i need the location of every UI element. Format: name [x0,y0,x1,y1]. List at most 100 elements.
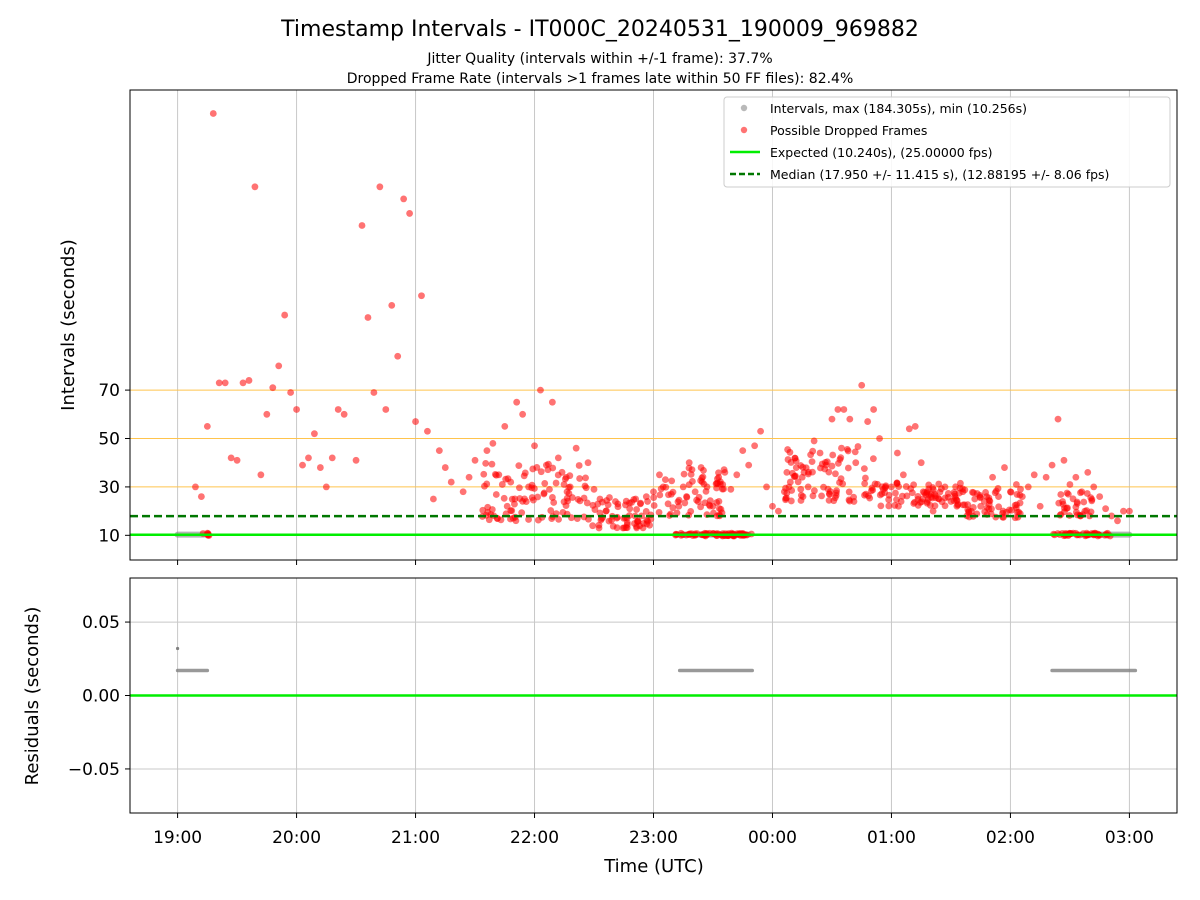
dropped-frame-point [305,454,312,462]
dropped-frame-point [239,379,247,387]
dropped-frame-point [525,516,532,523]
dropped-frame-point [929,507,937,515]
dropped-frame-point [1083,490,1091,497]
dropped-frame-point [877,502,885,510]
dropped-frame-point [1072,473,1080,481]
figure-title: Timestamp Intervals - IT000C_20240531_19… [280,17,919,42]
dropped-frame-point [697,503,705,511]
dropped-frame-point [769,502,776,510]
dropped-frame-point [650,494,658,502]
dropped-frame-point [1018,493,1026,500]
dropped-frame-point [358,222,366,229]
intervals-y-tick-label: 10 [98,526,120,546]
legend-dropped-marker [740,126,748,134]
dropped-frame-point [221,379,229,387]
dropped-frame-point [685,459,693,467]
dropped-frame-point [845,488,853,496]
dropped-frame-point [1064,490,1072,498]
dropped-frame-point [697,464,705,471]
dropped-frame-point [719,481,727,488]
dropped-frame-point [839,480,847,488]
dropped-frame-point [876,435,883,442]
residuals-x-tick-label: 23:00 [629,828,678,848]
dropped-frame-point [418,292,425,300]
dropped-frame-point [792,457,800,465]
dropped-frame-point [1080,498,1088,506]
dropped-frame-point [1030,471,1038,479]
dropped-frame-point [215,379,223,387]
dropped-frame-point [263,410,271,418]
dropped-frame-point [245,377,253,384]
dropped-frame-point [595,521,603,529]
dropped-frame-point [642,508,650,515]
dropped-frame-point [519,410,527,418]
dropped-frame-point [513,398,521,406]
dropped-frame-point [287,389,295,396]
dropped-frame-point [923,488,931,496]
dropped-frame-point [656,471,663,479]
dropped-frame-point [519,497,526,505]
dropped-frame-point [233,456,241,464]
dropped-frame-point [605,517,613,525]
dropped-frame-point [583,499,591,507]
dropped-frame-point [376,183,384,191]
dropped-frame-point [935,480,943,488]
dropped-frame-point [775,507,782,515]
dropped-frame-point [903,492,911,500]
dropped-frame-point [633,506,640,513]
dropped-frame-point [818,492,825,500]
dropped-frame-point [701,499,709,507]
dropped-frame-point [441,464,449,471]
dropped-frame-point [733,471,741,479]
dropped-frame-point [197,493,205,500]
dropped-frame-point [1057,491,1065,498]
dropped-frame-point [951,490,959,498]
residuals-x-tick-label: 02:00 [986,828,1035,848]
dropped-frame-point [809,447,817,455]
dropped-frame-point [406,210,413,217]
dropped-frame-point [500,494,508,502]
residuals-x-tick-label: 22:00 [510,828,559,848]
dropped-frame-point [582,474,589,482]
legend-intervals-label: Intervals, max (184.305s), min (10.256s) [770,101,1027,116]
dropped-frame-point [269,384,277,392]
dropped-frame-point [907,485,915,492]
dropped-frame-point [834,459,842,467]
dropped-frame-point [952,483,960,491]
dropped-frame-point [1088,497,1096,505]
dropped-frame-point [558,468,566,476]
dropped-frame-point [1120,507,1127,515]
dropped-frame-point [679,483,687,491]
dropped-frame-point [340,410,348,418]
dropped-frame-point [797,485,805,493]
dropped-frame-point [864,418,872,425]
dropped-frame-point [540,489,548,497]
dropped-frame-point [565,490,573,497]
dropped-frame-point [562,502,570,510]
dropped-frame-point [552,479,560,487]
dropped-frame-point [798,473,806,481]
dropped-frame-point [655,508,663,516]
dropped-frame-point [983,504,991,512]
dropped-frame-point [828,415,836,423]
dropped-frame-point [299,461,306,469]
dropped-frame-point [657,485,665,493]
dropped-frame-point [554,454,562,462]
dropped-frame-point [869,455,877,463]
dropped-frame-point [941,494,949,502]
dropped-frame-point [609,522,617,530]
dropped-frame-point [885,502,893,510]
dropped-frame-point [976,494,984,502]
dropped-frame-point [999,507,1007,515]
dropped-frame-point [1017,485,1024,493]
dropped-frame-point [816,449,824,457]
dropped-frame-point [489,439,497,447]
dropped-frame-point [488,460,496,468]
dropped-frame-point [917,459,925,467]
dropped-frame-point [715,473,723,481]
dropped-frame-point [590,485,598,493]
dropped-frame-point [311,430,318,438]
dropped-frame-point [424,427,431,435]
dropped-frame-point [862,490,870,498]
